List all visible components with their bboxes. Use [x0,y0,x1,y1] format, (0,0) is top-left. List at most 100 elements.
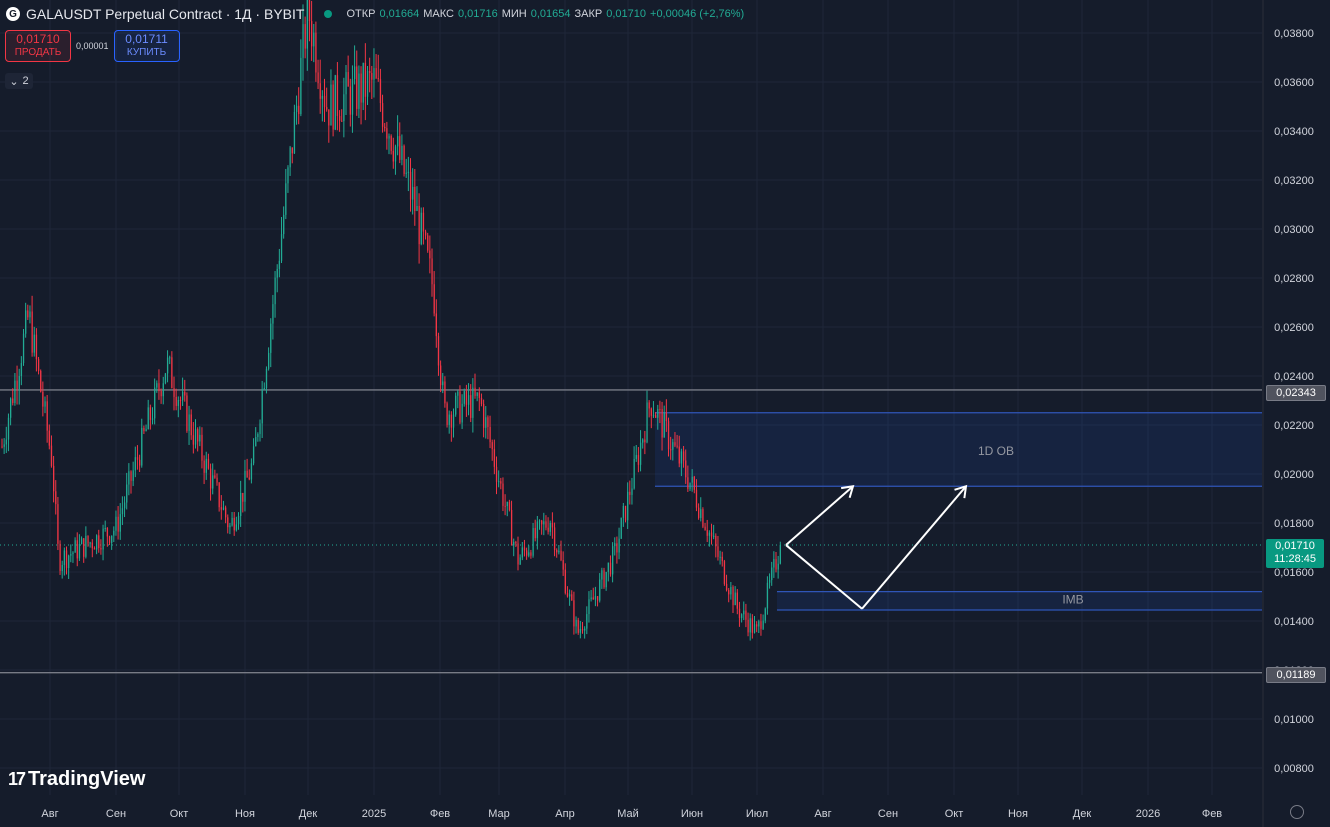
candle-body [687,477,689,489]
candle-body [657,408,659,418]
candle-body [139,459,141,466]
candle-body [450,414,453,428]
candle-body [270,323,272,353]
candle-body [188,414,190,431]
high-label: МАКС [423,8,454,20]
candle-body [620,517,622,539]
candle-body [489,426,491,443]
candle-body [741,614,743,619]
candle-body [117,516,119,532]
candle-body [203,460,205,473]
symbol-title[interactable]: GALAUSDT Perpetual Contract · 1Д · BYBIT [26,6,305,22]
candle-body [614,543,616,547]
candle-body [93,548,96,550]
candle-body [526,550,528,556]
candle-body [476,392,478,396]
candle-body [510,509,513,546]
candle-body [674,442,676,446]
time-tick-label: 2025 [362,808,386,820]
candle-body [78,543,81,559]
candle-body [373,68,375,80]
candle-body [416,205,418,211]
candle-body [272,304,274,324]
candle-body [532,528,534,556]
candle-body [556,549,558,553]
candle-body [274,277,276,305]
candle-body [244,470,246,502]
candle-body [762,620,764,629]
settings-icon[interactable] [1290,805,1304,819]
candle-body [74,540,76,553]
candle-body [87,535,89,544]
buy-label: КУПИТЬ [126,47,167,58]
gala-coin-icon[interactable]: G [6,7,20,21]
candle-body [530,552,532,556]
candle-body [446,403,448,425]
candle-body [573,600,575,627]
candle-body [207,458,210,469]
time-tick-label: Окт [170,808,189,820]
candle-body [18,376,20,390]
candle-body [500,481,502,484]
sell-button[interactable]: 0,01710 ПРОДАТЬ [5,30,71,62]
candle-body [76,540,78,559]
candle-body [345,72,347,95]
candle-body [306,0,308,49]
candle-body [50,445,53,466]
candle-body [392,150,394,162]
candle-body [667,421,670,450]
tradingview-logo[interactable]: 17 TradingView [8,768,145,791]
candle-body [177,399,179,406]
candle-body [622,505,625,518]
candle-body [289,147,291,168]
candle-body [242,492,244,502]
candle-body [498,481,500,483]
candle-body [240,492,242,516]
buy-button[interactable]: 0,01711 КУПИТЬ [113,30,180,62]
candle-body [461,403,463,423]
candle-body [424,231,427,236]
candle-body [409,171,412,200]
time-tick-label: Сен [878,808,898,820]
candle-body [91,542,93,549]
candle-body [63,550,66,565]
candle-body [725,583,728,591]
candle-body [283,214,285,235]
projection-arrow-2a [785,544,863,610]
price-tick-label: 0,01000 [1274,714,1314,726]
candle-body [433,284,435,314]
tradingview-logo-icon: 17 [8,769,26,789]
candle-body [635,455,637,459]
candle-body [42,391,44,407]
candle-body [149,407,152,420]
candle-body [25,310,27,334]
candle-body [194,429,197,445]
candle-body [508,501,511,510]
time-tick-label: Июл [746,808,768,820]
candle-body [300,57,302,115]
candle-body [280,234,283,261]
candle-body [766,582,769,609]
candle-body [773,559,775,568]
candle-body [616,543,618,553]
candle-body [366,70,369,97]
candle-body [693,476,695,490]
candle-body [547,527,549,532]
indicators-toggle[interactable]: ⌄ 2 [5,73,33,89]
candle-body [136,457,139,460]
candle-body [158,383,160,392]
candle-body [764,608,766,621]
candle-body [248,477,250,480]
candle-body [287,167,289,184]
candle-body [728,590,730,595]
candle-body [584,628,586,631]
candle-body [263,388,265,390]
market-status-icon [324,10,333,18]
candle-body [214,475,216,478]
candle-body [386,128,388,139]
candle-body [465,391,468,405]
candle-body [302,24,304,58]
candle-body [104,528,106,530]
candle-body [40,370,42,392]
